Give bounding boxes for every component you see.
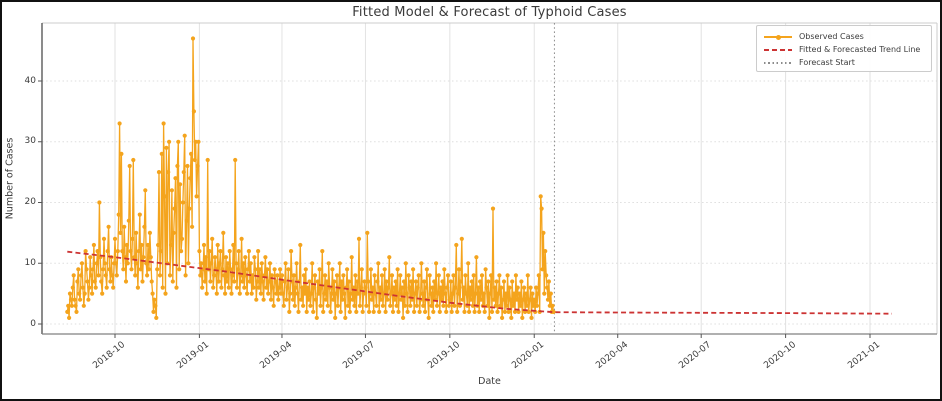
chart-title: Fitted Model & Forecast of Typhoid Cases [352, 5, 627, 20]
y-tick-label: 20 [24, 197, 36, 207]
legend-label-forecast-start: Forecast Start [799, 58, 855, 67]
legend: Observed Cases Fitted & Forecasted Trend… [756, 25, 932, 72]
legend-item-trend-line: Fitted & Forecasted Trend Line [764, 43, 925, 56]
dotted-line-swatch [764, 58, 792, 67]
legend-item-forecast-start: Forecast Start [764, 56, 925, 69]
legend-label-trend: Fitted & Forecasted Trend Line [799, 45, 921, 54]
x-axis-label: Date [478, 376, 501, 387]
y-tick-label: 40 [24, 75, 36, 86]
y-tick-label: 30 [24, 136, 36, 147]
y-tick-label: 10 [24, 257, 36, 268]
legend-label-observed: Observed Cases [799, 32, 864, 41]
observed-line-marker-swatch [764, 32, 792, 41]
legend-item-observed-cases: Observed Cases [764, 30, 925, 43]
y-tick-label: 0 [30, 318, 36, 329]
dashed-line-swatch [764, 45, 792, 54]
